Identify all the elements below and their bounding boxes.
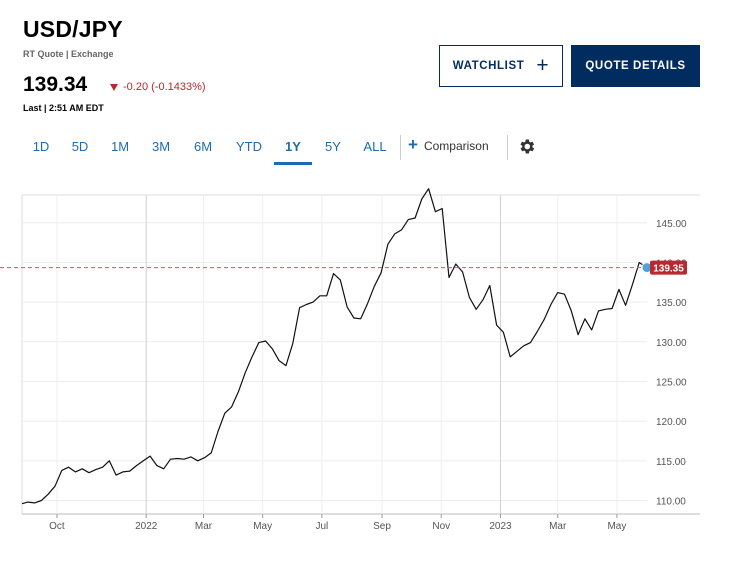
plus-icon: + (408, 135, 418, 154)
time-range-tabs: 1D 5D 1M 3M 6M YTD 1Y 5Y ALL (22, 135, 396, 165)
y-tick-label: 115.00 (656, 457, 686, 468)
tab-range-5d[interactable]: 5D (71, 139, 89, 154)
y-tick-label: 130.00 (656, 338, 687, 349)
last-price: 139.34 (23, 73, 88, 96)
x-tick-label: 2022 (135, 521, 158, 532)
toolbar-divider (400, 135, 401, 160)
tab-range-all[interactable]: ALL (363, 139, 387, 154)
page-title: USD/JPY (23, 16, 123, 42)
price-change: -0.20 (-0.1433%) (110, 81, 206, 93)
tab-range-1m[interactable]: 1M (110, 139, 130, 154)
y-tick-label: 110.00 (656, 497, 686, 508)
down-arrow-icon (110, 83, 118, 91)
price-change-value: -0.20 (-0.1433%) (123, 81, 206, 93)
quote-details-button[interactable]: QUOTE DETAILS (571, 45, 700, 87)
comparison-button[interactable]: + Comparison (408, 135, 489, 154)
toolbar-divider (507, 135, 508, 160)
x-tick-label: Oct (49, 521, 65, 532)
x-tick-label: May (607, 521, 626, 532)
tab-range-6m[interactable]: 6M (193, 139, 213, 154)
watchlist-label: WATCHLIST (452, 60, 525, 72)
y-tick-label: 145.00 (656, 219, 687, 230)
x-tick-label: Jul (315, 521, 328, 532)
x-tick-label: 2023 (489, 521, 512, 532)
tab-range-1d[interactable]: 1D (32, 139, 50, 154)
last-updated: Last | 2:51 AM EDT (23, 103, 104, 113)
tab-range-ytd[interactable]: YTD (236, 139, 262, 154)
gear-icon[interactable] (517, 137, 536, 156)
x-tick-label: Mar (195, 521, 213, 532)
x-tick-label: May (253, 521, 272, 532)
watchlist-button[interactable]: WATCHLIST + (439, 45, 563, 87)
price-chart[interactable]: 110.00115.00120.00125.00130.00135.00140.… (0, 185, 735, 540)
x-tick-label: Nov (432, 521, 450, 532)
quote-details-label: QUOTE DETAILS (585, 60, 686, 72)
current-price-label: 139.35 (653, 264, 684, 275)
x-tick-label: Mar (549, 521, 567, 532)
y-tick-label: 125.00 (656, 377, 687, 388)
current-price-badge (650, 260, 687, 275)
comparison-label: Comparison (423, 138, 489, 153)
tab-range-1y[interactable]: 1Y (274, 135, 312, 165)
quote-source: RT Quote | Exchange (23, 49, 114, 59)
price-series-line (21, 188, 648, 505)
tab-range-5y[interactable]: 5Y (325, 139, 341, 154)
x-tick-label: Sep (373, 521, 391, 532)
tab-range-3m[interactable]: 3M (151, 139, 171, 154)
y-tick-label: 135.00 (656, 298, 687, 309)
y-tick-label: 120.00 (656, 417, 687, 428)
plus-icon: + (536, 53, 550, 77)
